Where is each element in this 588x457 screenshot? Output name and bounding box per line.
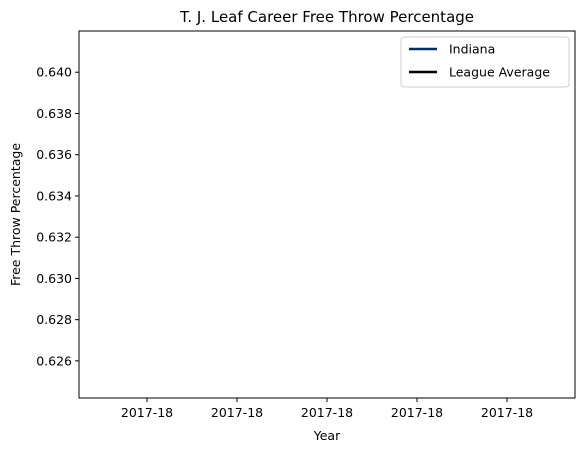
legend-label: Indiana [449,42,495,57]
y-axis-label: Free Throw Percentage [8,143,23,286]
legend-box [400,36,570,88]
y-tick-label: 0.634 [36,188,72,203]
y-tick-label: 0.638 [36,106,72,121]
x-tick-label: 2017-18 [121,405,173,420]
x-axis-label: Year [313,428,341,443]
x-tick-label: 2017-18 [481,405,533,420]
x-tick-label: 2017-18 [391,405,443,420]
plot-frame [78,30,576,399]
y-tick-label: 0.640 [36,65,72,80]
legend: Indiana League Average [400,36,570,88]
x-tick-label: 2017-18 [211,405,263,420]
y-tick-label: 0.636 [36,147,72,162]
x-axis-ticks: 2017-18 2017-18 2017-18 2017-18 2017-18 [121,398,533,420]
chart-title: T. J. Leaf Career Free Throw Percentage [179,8,474,26]
y-axis-ticks: 0.626 0.628 0.630 0.632 0.634 0.636 0.638 0.640 [36,65,79,368]
y-tick-label: 0.628 [36,312,72,327]
y-tick-label: 0.626 [36,353,72,368]
y-tick-label: 0.632 [36,230,72,245]
legend-label: League Average [449,65,550,80]
y-tick-label: 0.630 [36,271,72,286]
x-tick-label: 2017-18 [301,405,353,420]
